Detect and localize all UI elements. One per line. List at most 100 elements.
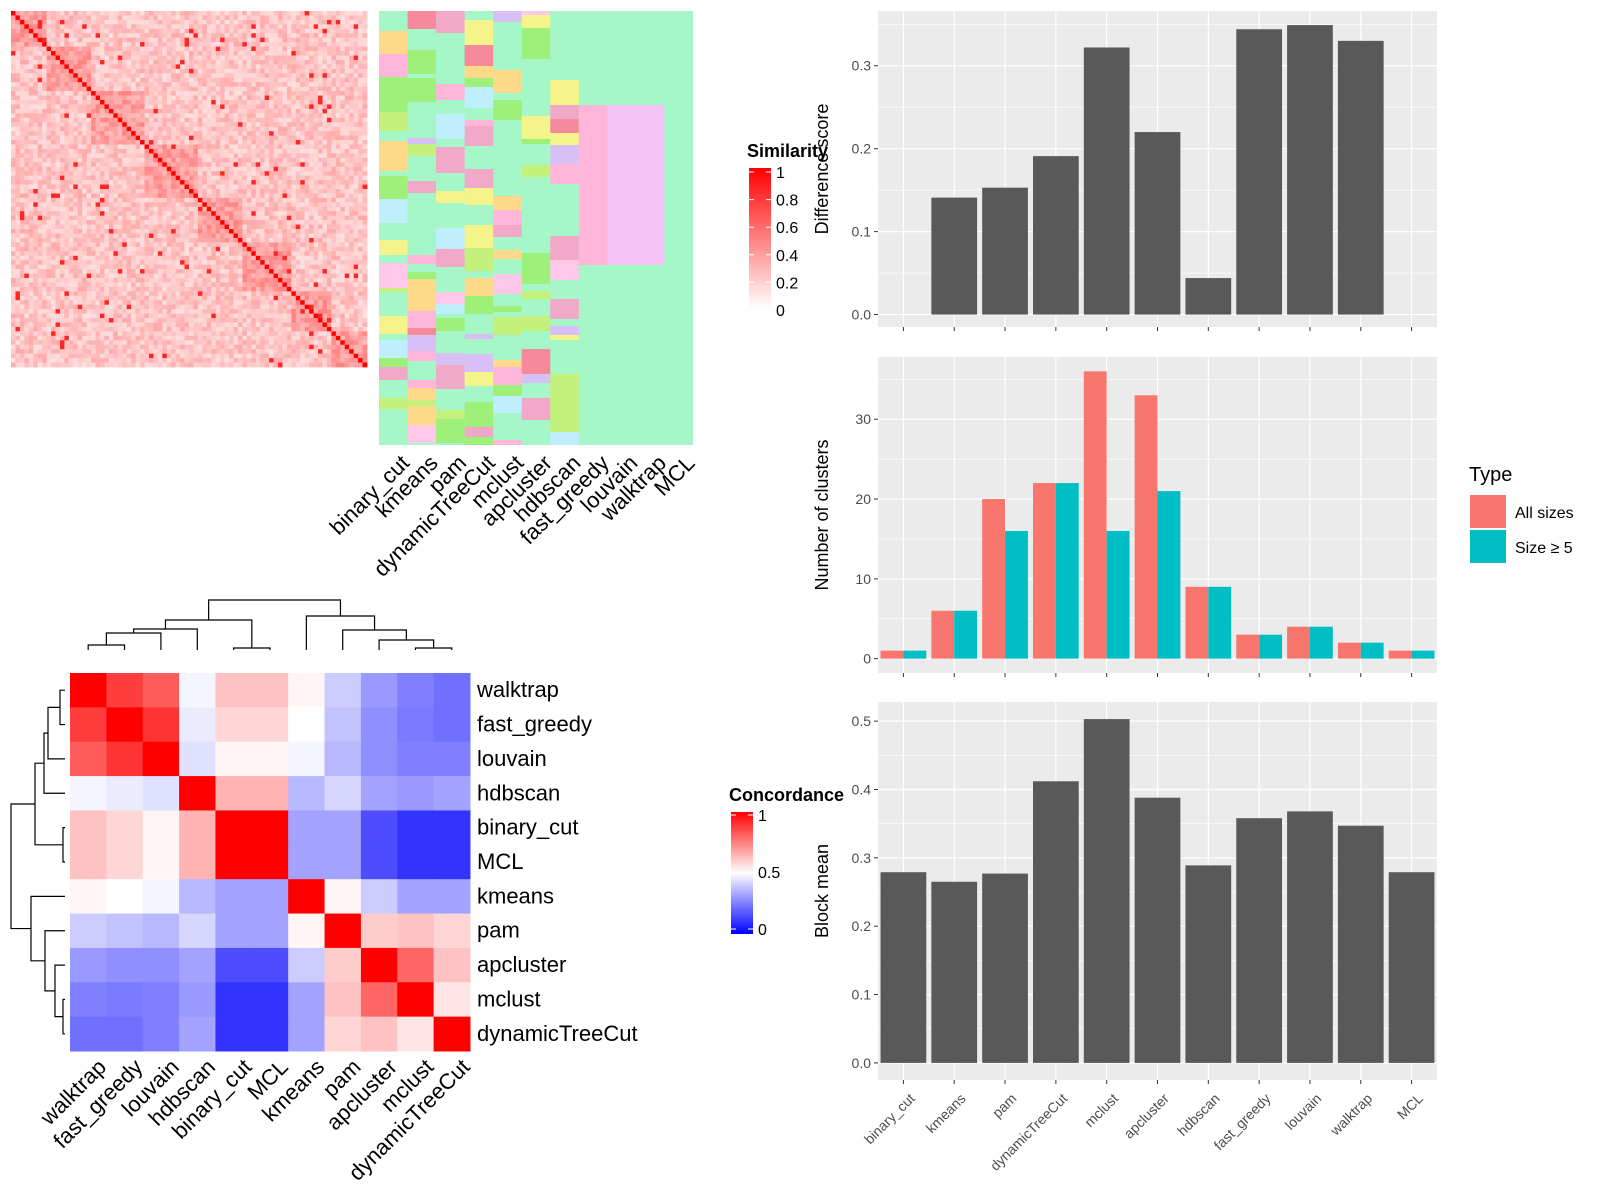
concordance-cell (433, 982, 471, 1018)
concordance-cell (142, 982, 180, 1018)
concordance-cell (360, 844, 398, 880)
y-axis-title: Difference score (812, 104, 832, 235)
y-tick-label: 0.0 (852, 1055, 872, 1071)
concordance-cell (288, 776, 326, 811)
concordance-cell (324, 913, 362, 949)
y-tick-label: 0.2 (852, 141, 872, 157)
concordance-cell (106, 673, 144, 708)
concordance-cell (324, 741, 362, 777)
bar-pam (982, 873, 1028, 1063)
concordance-cell (397, 1016, 435, 1052)
concordance-cell (324, 982, 362, 1018)
concordance-cell (397, 947, 435, 983)
y-tick-label: 30 (855, 411, 871, 427)
bar-binary_cut-all-sizes (880, 650, 904, 659)
column-dendrogram (87, 599, 453, 650)
bar-fast_greedy (1236, 29, 1283, 315)
concordance-cell (179, 1016, 216, 1052)
bar-MCL-all-sizes (1388, 650, 1412, 659)
similarity-legend-tick: 0.2 (776, 275, 798, 292)
concordance-cell (70, 810, 107, 846)
concordance-cell (288, 1016, 326, 1052)
y-tick-label: 0.5 (852, 713, 872, 729)
y-tick-label: 10 (855, 571, 871, 587)
concordance-cell (142, 947, 180, 983)
bar-MCL (1388, 872, 1435, 1063)
concordance-cell (360, 879, 398, 915)
legend-key-size-ge-5 (1470, 530, 1506, 563)
bar-apcluster-all-sizes (1134, 395, 1158, 659)
y-tick-label: 0.2 (852, 918, 872, 934)
concordance-cell (106, 741, 144, 777)
concordance-cell (360, 776, 398, 811)
concordance-cell (215, 982, 253, 1018)
x-tick-label: mclust (1081, 1090, 1121, 1130)
concordance-cell (179, 707, 216, 743)
concordance-cell (397, 844, 435, 880)
x-tick-label: MCL (1394, 1090, 1426, 1122)
y-tick-label: 0.1 (852, 224, 872, 240)
concordance-cell (324, 776, 362, 811)
legend-label-all-sizes: All sizes (1515, 505, 1574, 522)
concordance-cell (251, 844, 289, 880)
bar-dynamicTreeCut (1033, 156, 1079, 315)
y-tick-label: 0.3 (852, 58, 872, 74)
bar-louvain (1287, 811, 1333, 1063)
bar-louvain-all-sizes (1287, 626, 1310, 659)
bar-walktrap (1337, 40, 1384, 315)
concordance-cell (142, 776, 180, 811)
y-axis-title: Block mean (812, 844, 832, 938)
bar-MCL-size-ge-5 (1411, 650, 1435, 659)
concordance-row-label: hdbscan (477, 780, 560, 805)
bar-hdbscan-all-sizes (1185, 586, 1209, 659)
bar-dynamicTreeCut-size-ge-5 (1055, 483, 1079, 659)
concordance-cell (142, 844, 180, 880)
concordance-row-label: mclust (477, 986, 541, 1011)
concordance-cell (433, 707, 471, 743)
concordance-cell (179, 810, 216, 846)
concordance-cell (251, 1016, 289, 1052)
x-tick-label: binary_cut (861, 1090, 918, 1147)
concordance-cell (70, 844, 107, 880)
concordance-cell (142, 673, 180, 708)
bar-mclust (1083, 719, 1130, 1063)
concordance-cell (179, 879, 216, 915)
bar-hdbscan (1185, 865, 1232, 1063)
bar-apcluster (1134, 797, 1181, 1063)
concordance-cell (179, 844, 216, 880)
concordance-cell (360, 913, 398, 949)
concordance-cell (433, 1016, 471, 1052)
concordance-row-label: MCL (477, 849, 523, 874)
concordance-cell (324, 879, 362, 915)
bar-hdbscan-size-ge-5 (1208, 586, 1232, 659)
concordance-cell (70, 879, 107, 915)
concordance-cell (324, 707, 362, 743)
concordance-cell (106, 879, 144, 915)
difference-score-chart: 0.0 0.1 0.2 0.3 Difference score (812, 11, 1437, 331)
concordance-cell (70, 673, 107, 708)
bar-apcluster (1134, 132, 1181, 315)
concordance-cell (288, 982, 326, 1018)
bar-binary_cut-size-ge-5 (903, 650, 927, 659)
bar-fast_greedy-size-ge-5 (1259, 634, 1283, 659)
concordance-legend-tick: 0 (758, 922, 767, 939)
concordance-cell (142, 707, 180, 743)
concordance-cell (179, 741, 216, 777)
concordance-legend-tick: 1 (758, 808, 767, 825)
concordance-cell (251, 982, 289, 1018)
concordance-cell (70, 741, 107, 777)
concordance-cell (215, 707, 253, 743)
concordance-cell (397, 776, 435, 811)
concordance-cell (433, 673, 471, 708)
concordance-cell (251, 776, 289, 811)
similarity-heatmap (11, 11, 368, 368)
bar-hdbscan (1185, 278, 1232, 315)
concordance-cell (324, 844, 362, 880)
concordance-cell (215, 947, 253, 983)
bar-dynamicTreeCut-all-sizes (1033, 483, 1056, 659)
x-tick-label: apcluster (1120, 1090, 1172, 1142)
concordance-cell (215, 673, 253, 708)
concordance-cell (397, 913, 435, 949)
similarity-legend-tick: 0.4 (776, 248, 798, 265)
bar-apcluster-size-ge-5 (1157, 491, 1181, 659)
